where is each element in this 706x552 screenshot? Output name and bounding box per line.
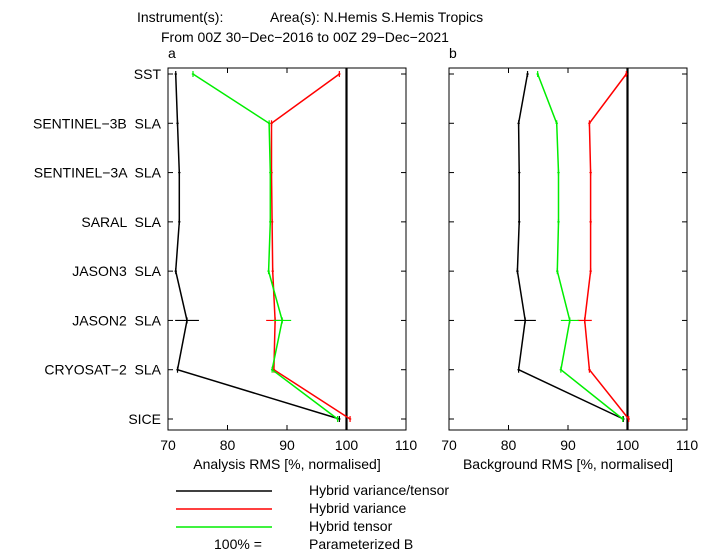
panel-b-x-tick-label: 100 <box>616 437 640 453</box>
panel-a-label: a <box>168 45 176 61</box>
panel-a-x-tick-label: 90 <box>279 437 295 453</box>
legend-reference-key: 100% = <box>214 536 262 552</box>
panel-b-x-axis-label: Background RMS [%, normalised] <box>463 456 673 472</box>
category-label-jason3-sla: JASON3 SLA <box>72 263 161 279</box>
panel-b-x-tick-label: 110 <box>676 437 699 453</box>
panel-a: a 70 80 90 100 110 SST SENTINEL−3B SLA SENTINE… <box>33 45 417 472</box>
panel-b-series-line-hybrid-variance <box>583 73 630 420</box>
legend-label-hybrid-variance-tensor: Hybrid variance/tensor <box>309 482 449 498</box>
panel-a-series <box>174 71 352 422</box>
panel-b-series-line-hybrid-tensor <box>537 73 624 420</box>
panel-a-series-line-hybrid-tensor <box>192 73 339 420</box>
legend-label-hybrid-variance: Hybrid variance <box>309 500 406 516</box>
panel-b-x-tick-label: 80 <box>501 437 517 453</box>
category-label-sentinel-3a-sla: SENTINEL−3A SLA <box>34 165 162 181</box>
category-label-cryosat-2-sla: CRYOSAT−2 SLA <box>44 362 161 378</box>
panel-a-ticks <box>167 68 407 430</box>
panel-a-x-tick-label: 80 <box>220 437 236 453</box>
panel-a-x-tick-label: 110 <box>395 437 418 453</box>
panel-b-x-tick-label: 90 <box>560 437 576 453</box>
panel-a-series-line-hybrid-variance <box>270 73 351 420</box>
panel-a-series-line-hybrid-variance-tensor <box>174 73 340 420</box>
panel-a-x-tick-label: 100 <box>335 437 359 453</box>
category-label-sentinel-3b-sla: SENTINEL−3B SLA <box>33 115 162 131</box>
panel-a-category-labels: SST SENTINEL−3B SLA SENTINEL−3A SLA SARAL S… <box>33 66 162 427</box>
category-label-sice: SICE <box>128 411 161 427</box>
legend-label-hybrid-tensor: Hybrid tensor <box>309 518 393 534</box>
header-area: Area(s): N.Hemis S.Hemis Tropics <box>270 9 483 25</box>
legend-reference-label: Parameterized B <box>309 536 413 552</box>
header-instrument: Instrument(s): <box>137 9 223 25</box>
category-label-saral-sla: SARAL SLA <box>81 214 161 230</box>
header-date-range: From 00Z 30−Dec−2016 to 00Z 29−Dec−2021 <box>161 29 449 45</box>
category-label-sst: SST <box>134 66 162 82</box>
panel-b-label: b <box>449 45 457 61</box>
panel-b-series <box>514 71 630 422</box>
panel-b-series-line-hybrid-variance-tensor <box>516 73 624 420</box>
panel-a-frame <box>167 67 407 431</box>
panel-b-x-tick-label: 70 <box>441 437 457 453</box>
legend: Hybrid variance/tensor Hybrid variance H… <box>176 482 449 552</box>
panel-a-x-tick-label: 70 <box>160 437 176 453</box>
panel-b: b 70 80 90 100 110 Background RMS [%, normal… <box>441 45 698 472</box>
panel-a-x-axis-label: Analysis RMS [%, normalised] <box>193 456 381 472</box>
panel-a-x-tick-labels: 70 80 90 100 110 <box>160 437 417 453</box>
panel-b-x-tick-labels: 70 80 90 100 110 <box>441 437 698 453</box>
category-label-jason2-sla: JASON2 SLA <box>72 312 161 328</box>
